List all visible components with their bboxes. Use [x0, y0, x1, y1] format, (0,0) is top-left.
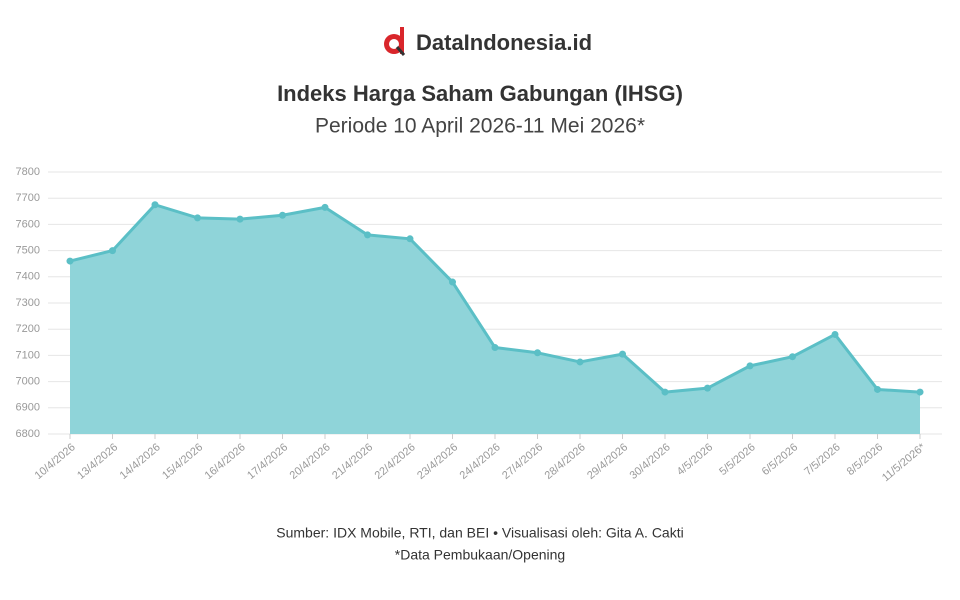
marker [321, 203, 329, 211]
x-tick-label: 24/4/2026 [458, 441, 503, 482]
marker [66, 257, 74, 265]
x-tick-label: 5/5/2026 [717, 441, 758, 478]
marker [491, 344, 499, 352]
marker [151, 201, 159, 209]
y-tick-label: 7200 [16, 323, 40, 335]
marker [746, 362, 754, 370]
x-tick-label: 20/4/2026 [288, 441, 333, 482]
marker [704, 384, 711, 392]
source: Sumber: IDX Mobile, RTI, dan BEI • Visua… [276, 525, 683, 541]
chart-title: Indeks Harga Saham Gabungan (IHSG) [277, 81, 683, 106]
x-tick-label: 11/5/2026* [880, 441, 928, 484]
marker [194, 214, 201, 222]
y-tick-label: 7800 [16, 166, 40, 178]
x-tick-label: 10/4/2026 [33, 441, 78, 482]
marker [449, 278, 456, 286]
note: *Data Pembukaan/Opening [395, 547, 565, 563]
x-tick-label: 27/4/2026 [500, 441, 545, 482]
logo-icon [384, 27, 406, 56]
x-tick-label: 4/5/2026 [675, 441, 716, 478]
x-tick-label: 15/4/2026 [160, 441, 205, 482]
chart-subtitle: Periode 10 April 2026-11 Mei 2026* [315, 115, 645, 138]
marker [619, 350, 626, 358]
marker [406, 235, 414, 243]
marker [236, 215, 244, 223]
x-tick-label: 22/4/2026 [373, 441, 418, 482]
x-tick-label: 23/4/2026 [415, 441, 460, 482]
marker [916, 388, 924, 396]
y-tick-label: 6900 [16, 402, 40, 414]
brand: DataIndonesia.id [416, 30, 592, 55]
marker [576, 358, 584, 366]
marker [109, 247, 116, 255]
marker [534, 349, 541, 357]
x-tick-label: 7/5/2026 [802, 441, 843, 478]
x-tick-label: 14/4/2026 [118, 441, 163, 482]
x-tick-label: 6/5/2026 [760, 441, 801, 478]
y-tick-label: 7100 [16, 349, 40, 361]
x-tick-label: 21/4/2026 [330, 441, 375, 482]
y-tick-label: 7300 [16, 297, 40, 309]
marker [789, 353, 796, 361]
y-tick-label: 7700 [16, 192, 40, 204]
y-tick-label: 7500 [16, 245, 40, 257]
marker [831, 330, 839, 338]
x-tick-label: 8/5/2026 [845, 441, 886, 478]
x-tick-label: 28/4/2026 [543, 441, 588, 482]
marker [874, 385, 881, 393]
marker [364, 231, 371, 239]
x-tick-label: 16/4/2026 [203, 441, 248, 482]
x-tick-label: 13/4/2026 [75, 441, 120, 482]
y-tick-label: 7400 [16, 271, 40, 283]
y-tick-label: 7000 [16, 376, 40, 388]
y-tick-label: 6800 [16, 428, 40, 440]
marker [279, 211, 286, 219]
area [70, 204, 920, 434]
x-tick-label: 17/4/2026 [245, 441, 290, 482]
x-tick-label: 30/4/2026 [628, 441, 673, 482]
y-tick-label: 7600 [16, 218, 40, 230]
x-tick-label: 29/4/2026 [585, 441, 630, 482]
marker [661, 388, 669, 396]
